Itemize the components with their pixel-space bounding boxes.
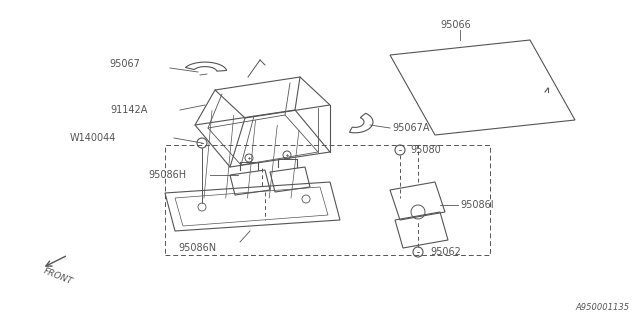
Text: 95062: 95062 [430, 247, 461, 257]
Text: A950001135: A950001135 [576, 303, 630, 312]
Text: 95080: 95080 [410, 145, 441, 155]
Text: 95067: 95067 [109, 59, 140, 69]
Text: 95086H: 95086H [148, 170, 186, 180]
Text: 95086N: 95086N [178, 243, 216, 253]
Text: 95066: 95066 [440, 20, 471, 30]
Text: FRONT: FRONT [42, 266, 74, 286]
Text: 95067A: 95067A [392, 123, 429, 133]
Text: 95086I: 95086I [460, 200, 493, 210]
Text: 91142A: 91142A [110, 105, 147, 115]
Text: W140044: W140044 [70, 133, 116, 143]
